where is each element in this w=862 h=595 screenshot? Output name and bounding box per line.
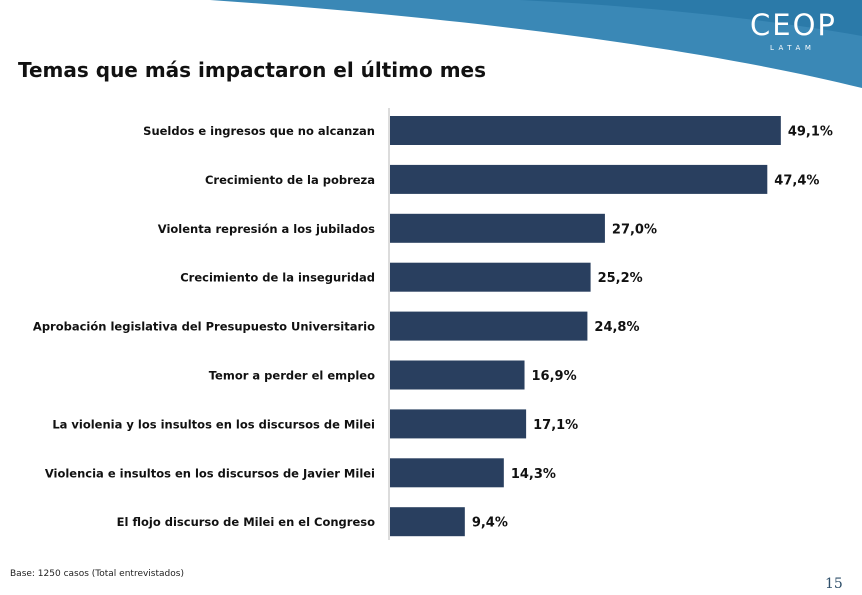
category-label-4: Crecimiento de la inseguridad bbox=[180, 271, 375, 285]
ceop-logo: CEOP bbox=[750, 8, 837, 42]
value-label-6: 16,9% bbox=[532, 369, 577, 384]
bar-2 bbox=[390, 164, 768, 194]
bar-1 bbox=[390, 116, 781, 145]
bar-5 bbox=[390, 311, 588, 341]
value-label-1: 49,1% bbox=[788, 125, 833, 140]
value-label-4: 25,2% bbox=[598, 271, 643, 286]
bar-8 bbox=[390, 458, 504, 488]
header-band bbox=[210, 0, 862, 88]
page-number: 15 bbox=[825, 576, 843, 592]
bar-4 bbox=[390, 262, 591, 292]
category-label-3: Violenta represión a los jubilados bbox=[158, 222, 375, 236]
value-label-9: 9,4% bbox=[472, 516, 508, 531]
bars: Sueldos e ingresos que no alcanzan 49,1% C… bbox=[33, 116, 833, 537]
category-label-6: Temor a perder el empleo bbox=[209, 369, 375, 383]
bar-3 bbox=[390, 213, 605, 243]
category-label-1: Sueldos e ingresos que no alcanzan bbox=[143, 124, 375, 138]
base-note: Base: 1250 casos (Total entrevistados) bbox=[10, 569, 184, 579]
category-label-9: El flojo discurso de Milei en el Congres… bbox=[117, 515, 375, 529]
bar-6 bbox=[390, 360, 525, 390]
category-label-5: Aprobación legislativa del Presupuesto U… bbox=[33, 320, 375, 334]
value-label-5: 24,8% bbox=[594, 320, 639, 335]
header-band-shade bbox=[520, 0, 862, 36]
category-label-8: Violencia e insultos en los discursos de… bbox=[45, 466, 375, 480]
value-label-3: 27,0% bbox=[612, 222, 657, 237]
ceop-logo-sub: LATAM bbox=[770, 44, 816, 52]
chart-title: Temas que más impactaron el último mes bbox=[18, 58, 487, 82]
category-label-7: La violenia y los insultos en los discur… bbox=[52, 417, 375, 431]
bar-9 bbox=[390, 507, 465, 537]
value-label-2: 47,4% bbox=[774, 173, 819, 188]
category-label-2: Crecimiento de la pobreza bbox=[205, 173, 375, 187]
value-label-7: 17,1% bbox=[533, 418, 578, 433]
bar-7 bbox=[390, 409, 527, 439]
value-label-8: 14,3% bbox=[511, 467, 556, 482]
